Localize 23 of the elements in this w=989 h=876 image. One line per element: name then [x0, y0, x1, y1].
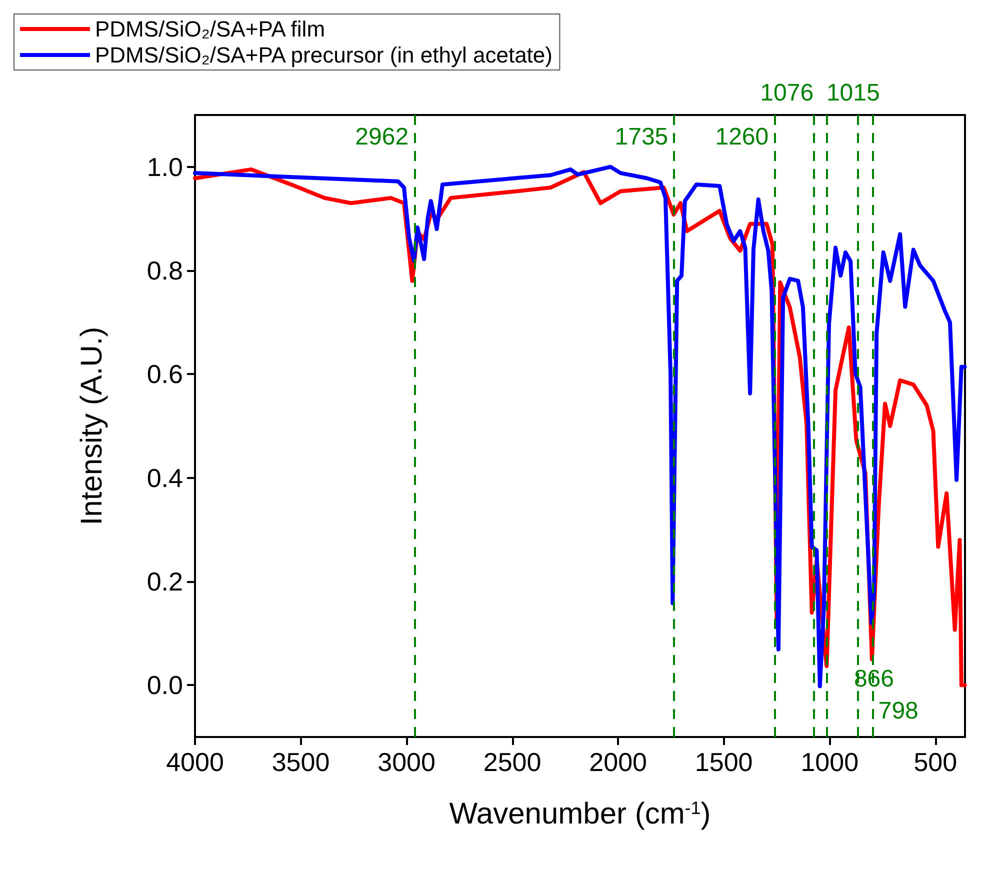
y-tick-label: 0.2 — [146, 566, 183, 596]
y-tick-label: 0.8 — [146, 256, 183, 286]
x-tick-label: 4000 — [166, 747, 224, 777]
y-tick-label: 0.0 — [146, 670, 183, 700]
legend-label: PDMS/SiO₂/SA+PA precursor (in ethyl acetate) — [95, 42, 552, 68]
x-tick-label: 3000 — [378, 747, 436, 777]
ref-line-label: 2962 — [355, 124, 409, 150]
ref-line-label: 1076 — [760, 80, 814, 106]
x-tick-label: 500 — [914, 747, 958, 777]
x-tick-label: 1000 — [800, 747, 859, 777]
ref-line-label: 1015 — [826, 80, 880, 106]
x-tick-label: 2500 — [483, 747, 542, 777]
ref-line-label: 1735 — [614, 124, 668, 150]
y-tick-label: 0.4 — [146, 462, 183, 493]
legend-label: PDMS/SiO₂/SA+PA film — [95, 16, 326, 42]
y-tick-label: 1.0 — [146, 152, 183, 182]
ref-line-label: 798 — [878, 698, 918, 724]
x-tick-label: 3500 — [272, 747, 330, 777]
x-tick-label: 1500 — [694, 747, 753, 777]
y-tick-label: 0.6 — [146, 359, 183, 390]
y-axis-title: Intensity (A.U.) — [76, 326, 108, 526]
x-tick-label: 2000 — [589, 747, 647, 777]
ref-line-label: 1260 — [715, 124, 769, 150]
